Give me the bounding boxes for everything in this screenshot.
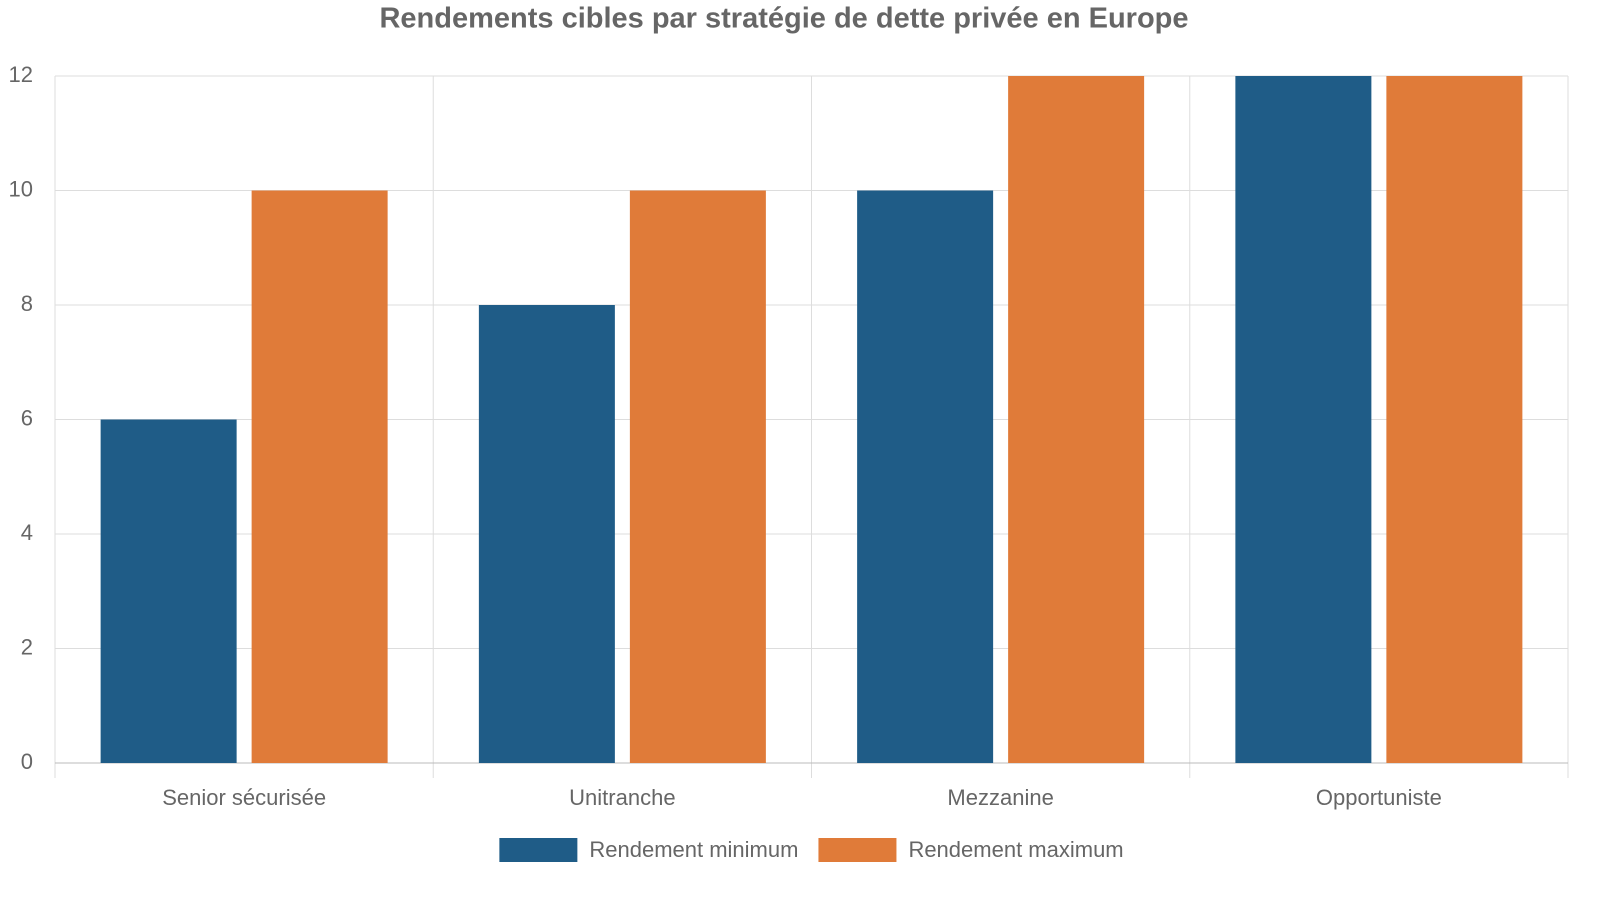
x-tick-label: Opportuniste xyxy=(1316,785,1442,810)
y-tick-label: 6 xyxy=(21,405,33,430)
legend-swatch xyxy=(499,838,578,862)
legend-swatch xyxy=(818,838,897,862)
x-tick-label: Unitranche xyxy=(569,785,675,810)
x-tick-label: Senior sécurisée xyxy=(162,785,326,810)
y-tick-label: 4 xyxy=(21,520,33,545)
bar xyxy=(1235,76,1372,763)
y-tick-label: 0 xyxy=(21,749,33,774)
legend-label: Rendement maximum xyxy=(908,837,1123,862)
bar xyxy=(251,190,388,763)
bar xyxy=(857,190,994,763)
x-tick-label: Mezzanine xyxy=(947,785,1053,810)
bar xyxy=(1008,76,1145,763)
y-tick-label: 12 xyxy=(9,62,33,87)
bar xyxy=(478,305,615,763)
y-tick-label: 8 xyxy=(21,291,33,316)
legend-label: Rendement minimum xyxy=(589,837,798,862)
bar xyxy=(100,419,237,763)
bar xyxy=(1386,76,1523,763)
y-tick-label: 2 xyxy=(21,634,33,659)
bar xyxy=(629,190,766,763)
y-tick-label: 10 xyxy=(9,176,33,201)
chart-title: Rendements cibles par stratégie de dette… xyxy=(379,3,1188,35)
